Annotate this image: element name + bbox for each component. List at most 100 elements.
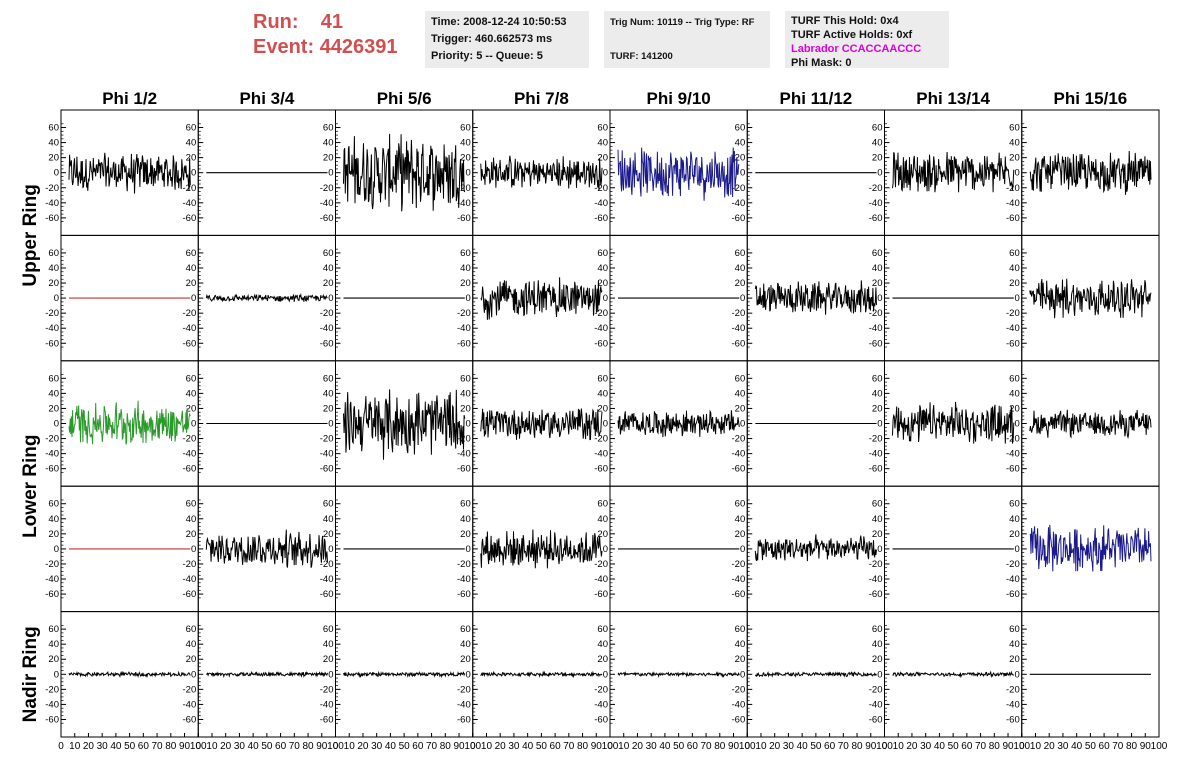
y-tick-label: 60	[323, 624, 334, 635]
y-tick-label: 0	[740, 293, 745, 304]
y-tick-label: 0	[54, 544, 59, 555]
y-tick-label: 0	[191, 168, 196, 179]
y-tick-label: 0	[465, 419, 470, 430]
y-tick-label: 20	[735, 153, 746, 164]
y-tick-label: -40	[457, 323, 471, 334]
x-tick-label: 90	[865, 741, 877, 752]
y-tick-label: -60	[183, 714, 197, 725]
x-tick-label: 60	[961, 741, 973, 752]
y-tick-label: 40	[735, 514, 746, 525]
y-tick-label: -60	[732, 464, 746, 475]
y-tick-label: -60	[732, 589, 746, 600]
y-tick-label: 40	[597, 639, 608, 650]
y-tick-label: -40	[45, 699, 59, 710]
x-tick-label: 0	[744, 741, 750, 752]
y-tick-label: 60	[460, 248, 471, 259]
y-tick-label: -60	[594, 338, 608, 349]
y-tick-label: 60	[1009, 499, 1020, 510]
y-tick-label: 60	[597, 373, 608, 384]
x-tick-label: 0	[333, 741, 339, 752]
y-tick-label: 0	[877, 419, 882, 430]
y-tick-label: -40	[869, 323, 883, 334]
y-tick-label: 20	[1009, 403, 1020, 414]
time-info-box: Time: 2008-12-24 10:50:53 Trigger: 460.6…	[425, 11, 589, 68]
y-tick-label: 0	[191, 669, 196, 680]
y-tick-label: 40	[48, 514, 59, 525]
x-tick-label: 30	[371, 741, 383, 752]
y-tick-label: 60	[735, 248, 746, 259]
y-tick-label: 0	[191, 293, 196, 304]
x-tick-label: 60	[550, 741, 562, 752]
y-tick-label: -40	[45, 449, 59, 460]
y-tick-label: -60	[320, 589, 334, 600]
waveform-trace	[480, 408, 603, 441]
x-tick-label: 40	[248, 741, 260, 752]
waveform-trace	[480, 277, 603, 320]
y-tick-label: -40	[320, 574, 334, 585]
y-tick-label: 60	[872, 123, 883, 134]
waveform-trace	[480, 670, 603, 679]
y-tick-label: 0	[877, 544, 882, 555]
y-tick-label: -60	[1006, 589, 1020, 600]
x-tick-label: 100	[1151, 741, 1168, 752]
x-tick-label: 70	[289, 741, 301, 752]
x-tick-label: 60	[275, 741, 287, 752]
x-tick-label: 0	[470, 741, 476, 752]
x-tick-label: 0	[607, 741, 613, 752]
y-tick-label: -60	[45, 714, 59, 725]
y-tick-label: -20	[183, 684, 197, 695]
y-tick-label: -20	[869, 183, 883, 194]
y-tick-label: -40	[869, 198, 883, 209]
y-tick-label: -20	[869, 684, 883, 695]
y-tick-label: 60	[735, 499, 746, 510]
waveform-trace	[480, 155, 603, 191]
x-tick-label: 50	[536, 741, 548, 752]
y-tick-label: 40	[48, 639, 59, 650]
y-tick-label: 60	[735, 373, 746, 384]
y-tick-label: 40	[323, 138, 334, 149]
x-tick-label: 10	[206, 741, 218, 752]
x-tick-label: 100	[464, 741, 481, 752]
x-tick-label: 60	[1099, 741, 1111, 752]
row-label: Lower Ring	[20, 434, 41, 537]
y-tick-label: 60	[48, 373, 59, 384]
waveform-trace	[1029, 524, 1152, 572]
x-tick-label: 30	[508, 741, 520, 752]
waveform-trace	[617, 671, 740, 679]
x-tick-label: 50	[261, 741, 273, 752]
turf-active-text: TURF Active Holds: 0xf	[791, 29, 913, 41]
waveform-trace	[1029, 409, 1152, 440]
y-tick-label: 40	[186, 639, 197, 650]
y-tick-label: 40	[735, 263, 746, 274]
y-tick-label: 40	[460, 514, 471, 525]
y-tick-label: -20	[594, 183, 608, 194]
y-tick-label: -60	[320, 338, 334, 349]
y-tick-label: 60	[597, 123, 608, 134]
y-tick-label: 0	[54, 669, 59, 680]
y-tick-label: 40	[460, 138, 471, 149]
y-tick-label: -40	[45, 574, 59, 585]
x-tick-label: 70	[1112, 741, 1124, 752]
y-tick-label: 20	[597, 529, 608, 540]
y-tick-label: -40	[183, 699, 197, 710]
x-tick-label: 40	[934, 741, 946, 752]
run-event-header: Run: 41 Event: 4426391	[253, 10, 398, 60]
y-tick-label: -60	[457, 338, 471, 349]
y-tick-label: 40	[735, 388, 746, 399]
y-tick-label: 0	[465, 168, 470, 179]
y-tick-label: 20	[48, 403, 59, 414]
column-header: Phi 1/2	[102, 89, 157, 108]
y-tick-label: 0	[1014, 293, 1019, 304]
x-tick-label: 30	[1057, 741, 1069, 752]
y-tick-label: 20	[735, 529, 746, 540]
y-tick-label: 40	[1009, 514, 1020, 525]
y-tick-label: 60	[1009, 123, 1020, 134]
waveform-trace	[68, 670, 191, 679]
y-tick-label: -40	[732, 323, 746, 334]
y-tick-label: -40	[594, 574, 608, 585]
y-tick-label: -60	[869, 464, 883, 475]
y-tick-label: -40	[183, 323, 197, 334]
y-tick-label: -20	[732, 559, 746, 570]
waveform-trace	[892, 151, 1015, 193]
y-tick-label: 40	[48, 388, 59, 399]
